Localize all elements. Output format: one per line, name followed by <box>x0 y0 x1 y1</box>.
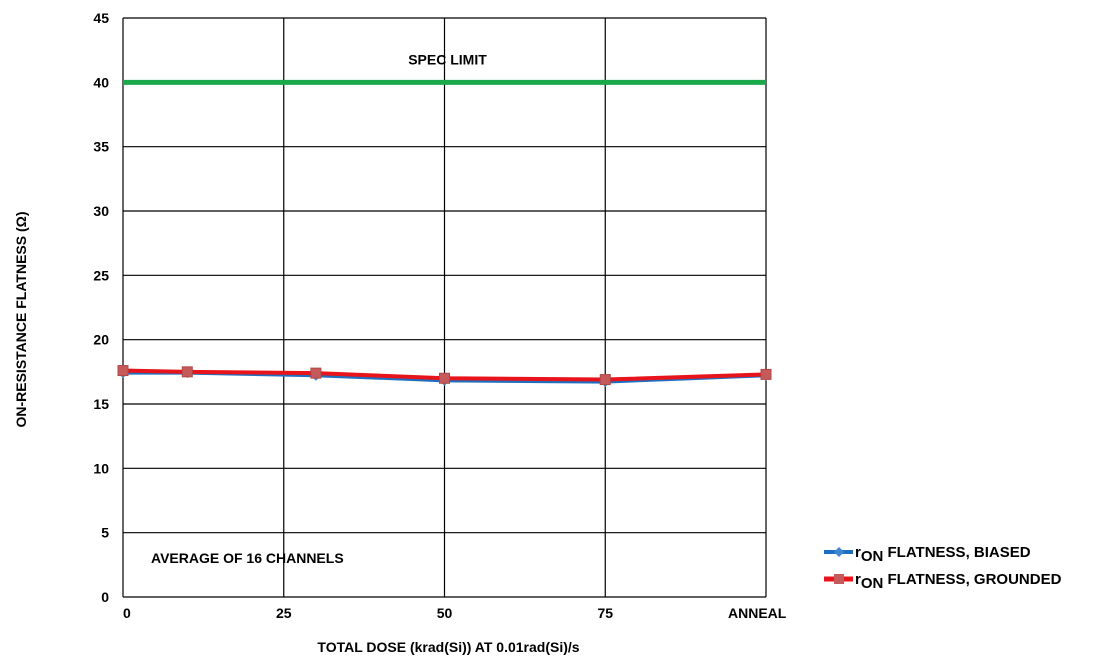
y-tick-label: 25 <box>93 267 109 283</box>
legend-marker-grounded <box>834 574 844 584</box>
y-axis-title: ON-RESISTANCE FLATNESS (Ω) <box>13 211 29 427</box>
x-tick-label: 0 <box>123 605 131 621</box>
x-tick-labels: 0 25 50 75 ANNEAL <box>123 605 787 621</box>
legend-label-rest: FLATNESS, BIASED <box>883 544 1030 561</box>
grid <box>122 17 767 598</box>
x-tick-label: ANNEAL <box>728 605 787 621</box>
y-tick-label: 0 <box>101 589 109 605</box>
point-grounded <box>117 365 129 377</box>
y-tick-label: 35 <box>93 139 109 155</box>
legend-label-rest: FLATNESS, GROUNDED <box>883 571 1061 588</box>
y-tick-label: 15 <box>93 396 109 412</box>
point-grounded <box>310 367 322 379</box>
point-grounded <box>599 374 611 386</box>
point-grounded <box>439 372 450 384</box>
legend-label-main: r <box>855 544 861 561</box>
legend-marker-biased <box>834 547 844 557</box>
legend-label-main: r <box>855 571 861 588</box>
legend-label-subscript: ON <box>861 575 884 592</box>
y-tick-label: 45 <box>93 10 109 26</box>
average-annotation: AVERAGE OF 16 CHANNELS <box>151 550 344 566</box>
y-tick-label: 20 <box>93 332 109 348</box>
legend-label-biased: rON FLATNESS, BIASED <box>855 544 1031 565</box>
point-grounded <box>181 366 193 378</box>
legend-label-subscript: ON <box>861 548 884 565</box>
x-tick-label: 25 <box>276 605 292 621</box>
legend-label-grounded: rON FLATNESS, GROUNDED <box>855 571 1062 592</box>
x-axis-title: TOTAL DOSE (krad(Si)) AT 0.01rad(Si)/s <box>317 639 579 655</box>
point-grounded <box>760 368 772 380</box>
y-tick-label: 5 <box>101 525 109 541</box>
y-tick-labels: 0 5 10 15 20 25 30 35 40 45 <box>93 10 109 605</box>
spec-limit-group: SPEC LIMIT <box>123 51 766 85</box>
spec-limit-label: SPEC LIMIT <box>408 51 487 67</box>
y-tick-label: 10 <box>93 460 109 476</box>
x-tick-label: 75 <box>597 605 613 621</box>
x-tick-label: 50 <box>437 605 453 621</box>
y-tick-label: 30 <box>93 203 109 219</box>
series-group <box>117 365 772 388</box>
y-tick-label: 40 <box>93 74 109 90</box>
series-line-grounded <box>122 368 767 382</box>
